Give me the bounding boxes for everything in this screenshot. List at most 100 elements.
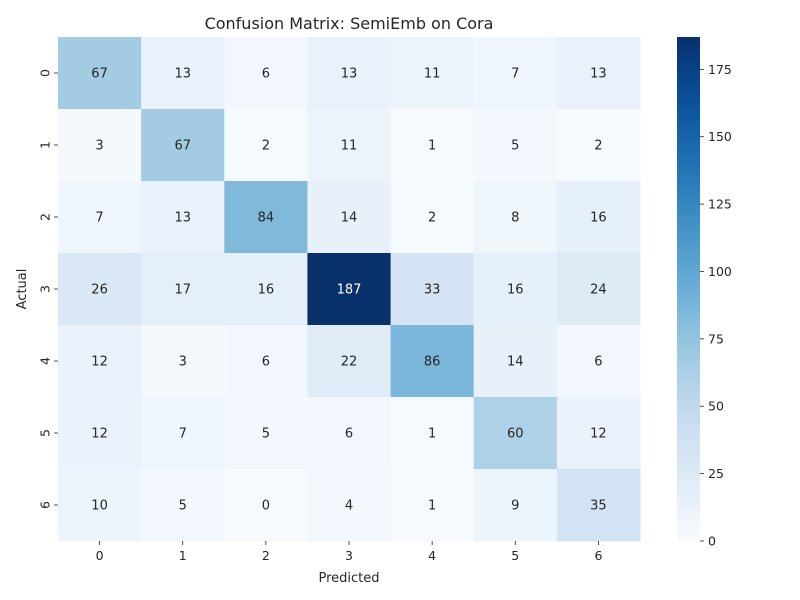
x-tick-label: 2 (262, 548, 270, 563)
heatmap-cell (307, 397, 392, 470)
cell-value-label: 3 (179, 355, 187, 370)
cell-value-label: 1 (428, 499, 436, 514)
heatmap-cell (556, 469, 641, 542)
cell-value-label: 16 (590, 211, 607, 226)
cell-value-label: 10 (91, 499, 108, 514)
heatmap-cell (473, 253, 558, 326)
cell-value-label: 0 (262, 499, 270, 514)
cell-value-label: 9 (511, 499, 519, 514)
y-tick-label: 5 (38, 429, 53, 437)
heatmap-cell (58, 181, 142, 254)
cell-value-label: 7 (95, 211, 103, 226)
x-tick-label: 4 (428, 548, 436, 563)
cell-value-label: 13 (341, 67, 358, 82)
heatmap-cell (473, 181, 558, 254)
heatmap-cell (307, 37, 392, 110)
heatmap-cell (141, 469, 225, 542)
heatmap-cell (390, 109, 475, 182)
colorbar-tick-label: 125 (708, 197, 732, 212)
colorbar-tick-label: 50 (708, 399, 724, 414)
heatmap-cell (390, 37, 475, 110)
y-axis-label: Actual (15, 269, 30, 310)
cell-value-label: 7 (179, 427, 187, 442)
heatmap-cell (58, 469, 142, 542)
heatmap-cell (141, 109, 225, 182)
cell-value-label: 24 (590, 283, 607, 298)
cell-value-label: 67 (91, 67, 108, 82)
x-tick-label: 5 (511, 548, 519, 563)
heatmap-cell (307, 469, 392, 542)
heatmap-cell (556, 37, 641, 110)
heatmap-cell (224, 109, 308, 182)
colorbar-tick-label: 100 (708, 264, 732, 279)
heatmap-cell (58, 397, 142, 470)
cell-value-label: 14 (341, 211, 358, 226)
x-axis-label: Predicted (318, 571, 379, 586)
cell-value-label: 4 (345, 499, 353, 514)
cell-value-label: 12 (91, 427, 108, 442)
cell-value-label: 8 (511, 211, 519, 226)
cell-value-label: 67 (174, 139, 191, 154)
cell-value-label: 1 (428, 139, 436, 154)
cell-value-label: 84 (258, 211, 275, 226)
cell-value-label: 6 (594, 355, 602, 370)
cell-value-label: 7 (511, 67, 519, 82)
cell-value-label: 3 (95, 139, 103, 154)
heatmap-cell (556, 181, 641, 254)
heatmap-cell (224, 469, 308, 542)
x-tick-label: 1 (179, 548, 187, 563)
heatmap-cell (390, 181, 475, 254)
cell-value-label: 1 (428, 427, 436, 442)
heatmap-cell (141, 181, 225, 254)
cell-value-label: 33 (424, 283, 441, 298)
heatmap-cell (141, 37, 225, 110)
heatmap-cell (556, 253, 641, 326)
colorbar-tick-label: 175 (708, 62, 732, 77)
cell-value-label: 17 (174, 283, 191, 298)
cell-value-label: 2 (428, 211, 436, 226)
heatmap-cell (390, 325, 475, 398)
cell-value-label: 5 (262, 427, 270, 442)
heatmap-cell (224, 253, 308, 326)
chart-title: Confusion Matrix: SemiEmb on Cora (205, 14, 494, 33)
x-tick-label: 3 (345, 548, 353, 563)
heatmap-cell (390, 397, 475, 470)
y-tick-label: 0 (38, 69, 53, 77)
heatmap-cell (556, 325, 641, 398)
cell-value-label: 13 (174, 211, 191, 226)
heatmap-cell (307, 325, 392, 398)
heatmap-cell (141, 253, 225, 326)
heatmap-cell (473, 469, 558, 542)
colorbar-tick-label: 25 (708, 466, 724, 481)
cell-value-label: 16 (507, 283, 524, 298)
heatmap-cell (390, 253, 475, 326)
heatmap-cell (224, 325, 308, 398)
cell-value-label: 86 (424, 355, 441, 370)
cell-value-label: 12 (91, 355, 108, 370)
colorbar-ticks: 0 25 50 75 100 125 150 175 (700, 62, 732, 549)
heatmap-cell (307, 109, 392, 182)
heatmap-cell (556, 397, 641, 470)
heatmap-cell (58, 109, 142, 182)
x-tick-label: 0 (96, 548, 104, 563)
colorbar-tick-label: 0 (708, 534, 716, 549)
heatmap-cell (141, 397, 225, 470)
x-axis-ticks: 0 1 2 3 4 5 6 (96, 541, 602, 563)
colorbar (677, 37, 700, 541)
heatmap-cell (307, 253, 392, 326)
cell-value-label: 6 (262, 355, 270, 370)
cell-value-label: 6 (262, 67, 270, 82)
heatmap-cell (556, 109, 641, 182)
cell-value-label: 11 (424, 67, 441, 82)
cell-value-label: 6 (345, 427, 353, 442)
cell-value-label: 13 (174, 67, 191, 82)
cell-value-label: 13 (590, 67, 607, 82)
heatmap-cell (473, 109, 558, 182)
cell-value-label: 2 (594, 139, 602, 154)
y-tick-label: 4 (38, 357, 53, 365)
cell-value-label: 35 (590, 499, 607, 514)
heatmap-cell (224, 181, 308, 254)
y-tick-label: 2 (38, 213, 53, 221)
